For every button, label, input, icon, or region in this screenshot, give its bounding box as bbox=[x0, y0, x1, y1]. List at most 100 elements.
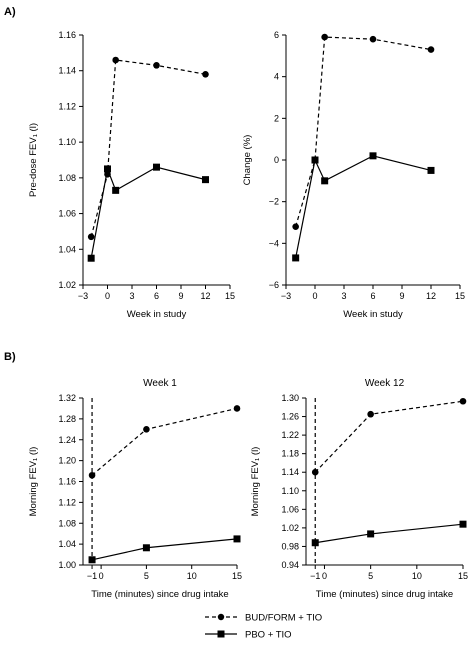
x-tick-label: 15 bbox=[225, 291, 235, 301]
x-tick-label: 6 bbox=[154, 291, 159, 301]
data-point-bud-form-tio bbox=[311, 468, 319, 476]
data-point-bud-form-tio bbox=[153, 62, 160, 69]
data-point-pbo-tio bbox=[367, 530, 375, 538]
y-tick-label: 1.08 bbox=[58, 173, 76, 183]
x-tick-label: 5 bbox=[368, 571, 373, 581]
x-tick-label: 15 bbox=[232, 571, 242, 581]
y-axis-title: Change (%) bbox=[242, 135, 253, 186]
data-point-pbo-tio bbox=[112, 186, 120, 194]
series-line-pbo-tio bbox=[91, 538, 238, 561]
x-axis-title: Week in study bbox=[343, 309, 403, 320]
series-line-bud-form-tio bbox=[295, 36, 432, 227]
x-tick-label: 3 bbox=[341, 291, 346, 301]
data-point-pbo-tio bbox=[202, 176, 209, 184]
y-tick-label: 1.24 bbox=[58, 435, 76, 445]
legend-label-bud-form-tio: BUD/FORM + TIO bbox=[245, 613, 322, 624]
y-tick-label: 1.06 bbox=[281, 504, 299, 514]
x-tick-label: 9 bbox=[399, 291, 404, 301]
legend-square-marker bbox=[217, 630, 225, 638]
legend-entry-bud-form-tio: BUD/FORM + TIO bbox=[205, 613, 322, 624]
y-axis-title: Morning FEV₁ (l) bbox=[28, 447, 39, 517]
y-tick-label: 0 bbox=[274, 155, 279, 165]
y-tick-label: 1.30 bbox=[281, 393, 299, 403]
x-tick-label: −3 bbox=[78, 291, 88, 301]
y-tick-label: −6 bbox=[269, 280, 279, 290]
panel-label-b: B) bbox=[4, 351, 16, 363]
data-point-pbo-tio bbox=[104, 165, 111, 173]
x-tick-label: 5 bbox=[144, 571, 149, 581]
y-tick-label: 2 bbox=[274, 113, 279, 123]
legend-circle-marker bbox=[217, 613, 225, 621]
y-tick-label: 1.02 bbox=[281, 523, 299, 533]
y-tick-label: 1.16 bbox=[58, 30, 76, 40]
y-tick-label: 1.18 bbox=[281, 449, 299, 459]
x-tick-label: 15 bbox=[458, 571, 468, 581]
x-tick-label: 0 bbox=[322, 571, 327, 581]
legend-label-pbo-tio: PBO + TIO bbox=[245, 630, 292, 641]
y-tick-label: 1.16 bbox=[58, 477, 76, 487]
series-line-bud-form-tio bbox=[90, 59, 206, 237]
x-tick-label: −3 bbox=[281, 291, 291, 301]
y-tick-label: 1.04 bbox=[58, 539, 76, 549]
x-tick-label: 3 bbox=[129, 291, 134, 301]
y-axis-title: Pre-dose FEV₁ (l) bbox=[28, 123, 39, 197]
chart-title: Week 1 bbox=[143, 378, 177, 389]
data-point-pbo-tio bbox=[311, 156, 319, 164]
y-tick-label: 1.08 bbox=[58, 518, 76, 528]
series-line-bud-form-tio bbox=[314, 400, 464, 473]
y-tick-label: 6 bbox=[274, 30, 279, 40]
x-tick-label: 12 bbox=[200, 291, 210, 301]
legend-entry-pbo-tio: PBO + TIO bbox=[205, 630, 292, 641]
y-tick-label: 1.28 bbox=[58, 414, 76, 424]
data-point-pbo-tio bbox=[87, 254, 95, 262]
y-tick-label: −4 bbox=[269, 238, 279, 248]
data-point-bud-form-tio bbox=[367, 410, 374, 418]
panel-label-a: A) bbox=[4, 6, 16, 18]
series-line-bud-form-tio bbox=[91, 407, 238, 476]
x-tick-label: 0 bbox=[105, 291, 110, 301]
y-tick-label: 1.12 bbox=[58, 101, 76, 111]
data-point-bud-form-tio bbox=[321, 33, 328, 41]
y-tick-label: 0.94 bbox=[281, 560, 299, 570]
chart-change-percent: −6 −4 −2 0 2 4 6 −3 0 3 6 9 12 15 Week in study Change … bbox=[242, 30, 465, 320]
data-point-pbo-tio bbox=[153, 163, 160, 171]
x-tick-label: 15 bbox=[455, 291, 465, 301]
chart-pre-dose-fev1: 1.02 1.04 1.06 1.08 1.10 1.12 1.14 1.16 −3 0 3 6 9 12… bbox=[28, 30, 235, 320]
data-point-pbo-tio bbox=[292, 254, 300, 262]
x-tick-label: 6 bbox=[370, 291, 375, 301]
data-point-bud-form-tio bbox=[459, 397, 467, 405]
y-tick-label: −2 bbox=[269, 197, 279, 207]
y-tick-label: 0.98 bbox=[281, 541, 299, 551]
y-tick-label: 1.10 bbox=[58, 137, 76, 147]
y-tick-label: 1.00 bbox=[58, 560, 76, 570]
data-point-bud-form-tio bbox=[427, 46, 435, 53]
y-tick-label: 1.14 bbox=[58, 66, 76, 76]
data-point-pbo-tio bbox=[459, 520, 467, 528]
x-tick-label: 12 bbox=[426, 291, 436, 301]
data-point-bud-form-tio bbox=[233, 405, 241, 412]
data-point-bud-form-tio bbox=[202, 70, 209, 78]
y-tick-label: 1.06 bbox=[58, 209, 76, 219]
x-tick-label: −1 bbox=[87, 571, 97, 581]
legend: BUD/FORM + TIO PBO + TIO bbox=[205, 613, 322, 641]
data-point-bud-form-tio bbox=[112, 56, 119, 64]
y-tick-label: 1.02 bbox=[58, 280, 76, 290]
x-axis-title: Week in study bbox=[127, 309, 187, 320]
chart-week-12: 0.94 0.98 1.02 1.06 1.10 1.14 1.18 1.22 1.26 1.30… bbox=[250, 378, 468, 600]
chart-title: Week 12 bbox=[365, 378, 405, 389]
y-tick-label: 1.14 bbox=[281, 467, 299, 477]
series-line-pbo-tio bbox=[295, 155, 432, 259]
y-tick-label: 1.04 bbox=[58, 244, 76, 254]
x-axis-title: Time (minutes) since drug intake bbox=[316, 589, 453, 600]
data-point-pbo-tio bbox=[369, 152, 377, 160]
x-tick-label: 0 bbox=[99, 571, 104, 581]
data-point-bud-form-tio bbox=[88, 471, 96, 479]
x-tick-label: 0 bbox=[312, 291, 317, 301]
series-line-pbo-tio bbox=[90, 166, 206, 259]
y-tick-label: 4 bbox=[274, 72, 279, 82]
data-point-pbo-tio bbox=[311, 539, 319, 547]
x-tick-label: 10 bbox=[187, 571, 197, 581]
y-tick-label: 1.20 bbox=[58, 456, 76, 466]
y-tick-label: 1.10 bbox=[281, 486, 299, 496]
